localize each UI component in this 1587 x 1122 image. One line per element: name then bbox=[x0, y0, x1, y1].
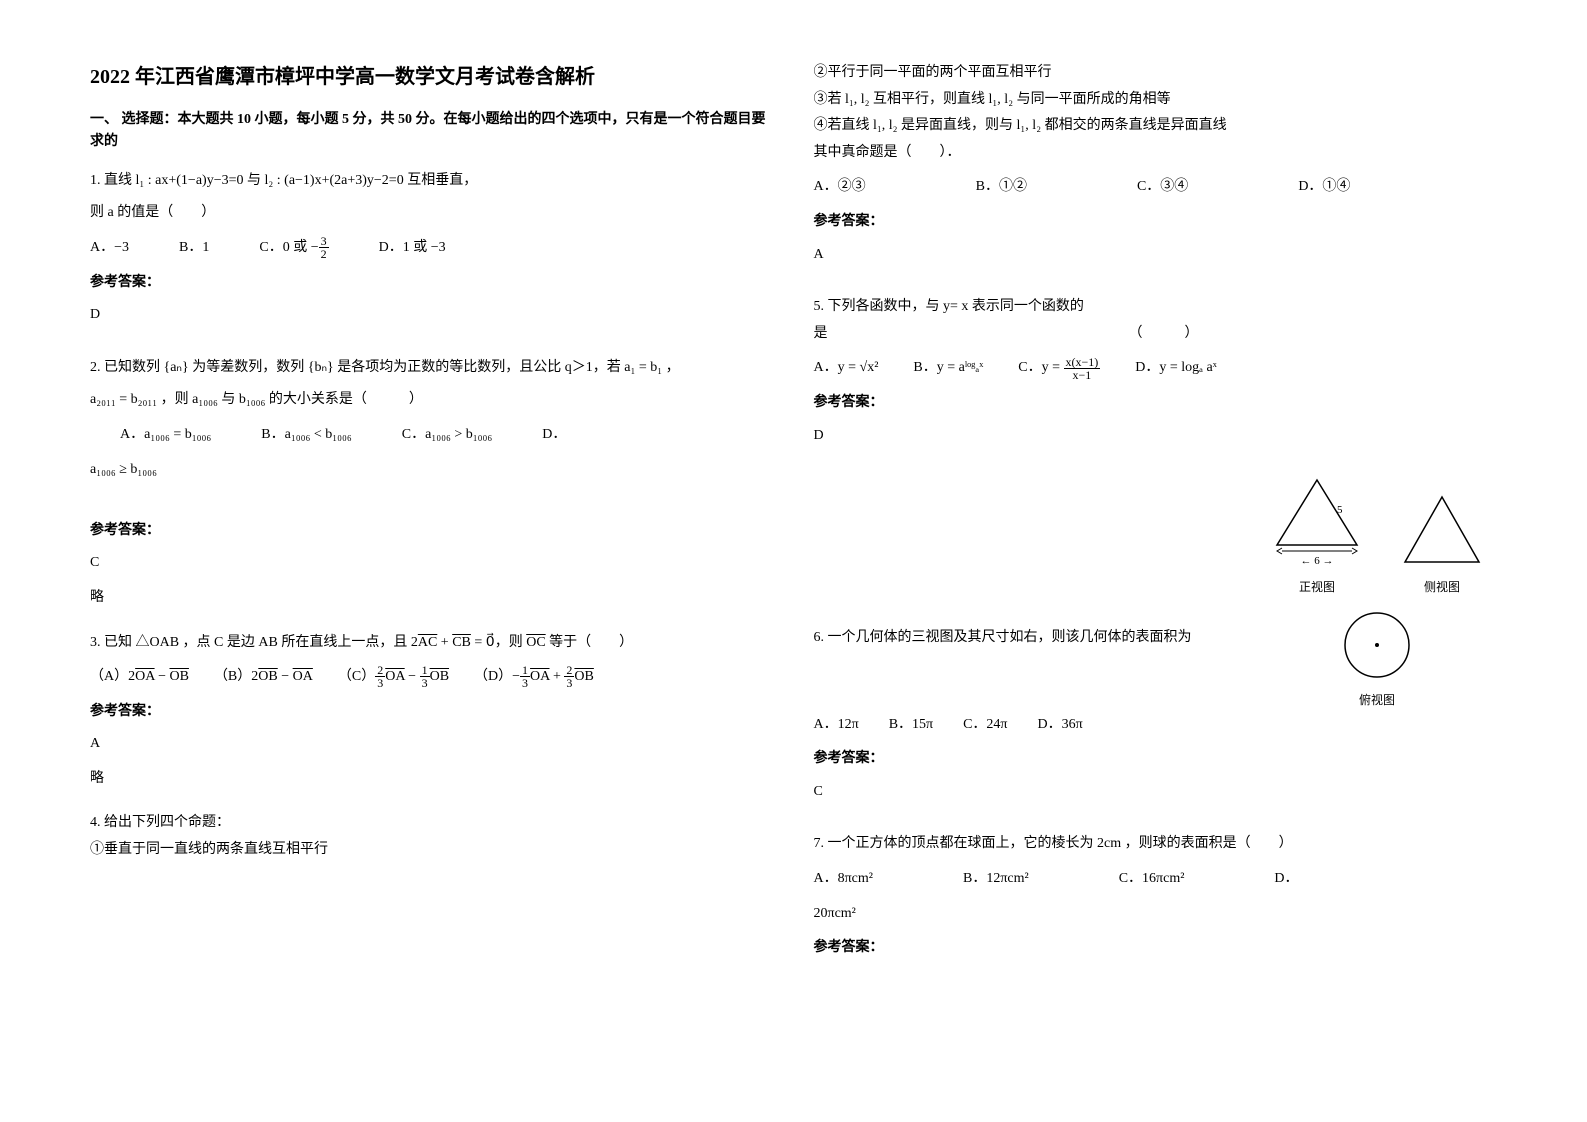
q5-opt-a: A．y = √x² bbox=[814, 355, 879, 382]
question-5: 5. 下列各函数中，与 y= x 表示同一个函数的 是 （ ） A．y = √x… bbox=[814, 294, 1498, 457]
q5-options: A．y = √x² B．y = aˡᵒᵍₐˣ C．y = x(x−1)x−1 D… bbox=[814, 355, 1498, 382]
q7-opt-c: C．16πcm² bbox=[1119, 866, 1185, 893]
q6-opt-b: B．15π bbox=[889, 712, 933, 739]
q1-answer-label: 参考答案： bbox=[90, 270, 774, 297]
q5-opt-c: C．y = x(x−1)x−1 bbox=[1018, 355, 1100, 382]
right-column: ②平行于同一平面的两个平面互相平行 ③若 l₁, l₂ 互相平行，则直线 l₁,… bbox=[814, 60, 1498, 986]
q2-opt-d: D． bbox=[542, 422, 566, 449]
q2-opt-b: B．a₁₀₀₆ < b₁₀₀₆ bbox=[261, 422, 352, 449]
side-view-label: 侧视图 bbox=[1397, 576, 1487, 599]
q4-p4: ④若直线 l₁, l₂ 是异面直线，则与 l₁, l₂ 都相交的两条直线是异面直… bbox=[814, 113, 1498, 140]
q1-opt-a: A．−3 bbox=[90, 235, 129, 262]
q4-opt-b: B．①② bbox=[976, 174, 1027, 201]
q5-opt-b: B．y = aˡᵒᵍₐˣ bbox=[913, 355, 983, 382]
side-view: 侧视图 bbox=[1397, 492, 1487, 599]
q3-options: （A）2OA − OB （B）2OB − OA （C）23OA − 13OB （… bbox=[90, 664, 774, 691]
q6-answer-label: 参考答案： bbox=[814, 746, 1498, 773]
q1-opt-c: C．0 或 −32 bbox=[259, 235, 328, 262]
q1-line1: 1. 直线 l₁ : ax+(1−a)y−3=0 与 l₂ : (a−1)x+(… bbox=[90, 168, 774, 195]
question-4-part1: 4. 给出下列四个命题： ①垂直于同一直线的两条直线互相平行 bbox=[90, 810, 774, 863]
question-1: 1. 直线 l₁ : ax+(1−a)y−3=0 与 l₂ : (a−1)x+(… bbox=[90, 168, 774, 337]
question-6: 5 ← 6 → 正视图 侧视图 bbox=[814, 475, 1498, 813]
q7-answer-label: 参考答案： bbox=[814, 935, 1498, 962]
q4-opt-c: C．③④ bbox=[1137, 174, 1188, 201]
q7-opt-d: D． bbox=[1274, 866, 1298, 893]
q7-opt-a: A．8πcm² bbox=[814, 866, 873, 893]
side-view-triangle-icon bbox=[1397, 492, 1487, 572]
q2-line1: 2. 已知数列 {aₙ} 为等差数列，数列 {bₙ} 是各项均为正数的等比数列，… bbox=[90, 355, 774, 382]
q2-answer: C bbox=[90, 550, 774, 577]
q3-opt-d: （D）−13OA + 23OB bbox=[474, 664, 594, 691]
q2-options: A．a₁₀₀₆ = b₁₀₀₆ B．a₁₀₀₆ < b₁₀₀₆ C．a₁₀₀₆ … bbox=[90, 422, 774, 449]
question-4-part2: ②平行于同一平面的两个平面互相平行 ③若 l₁, l₂ 互相平行，则直线 l₁,… bbox=[814, 60, 1498, 276]
q7-opt-b: B．12πcm² bbox=[963, 866, 1029, 893]
q4-opt-d: D．①④ bbox=[1298, 174, 1350, 201]
q3-text: 3. 已知 △OAB ，点 C 是边 AB 所在直线上一点，且 2AC + CB… bbox=[90, 630, 774, 657]
q7-extra: 20πcm² bbox=[814, 901, 1498, 928]
q3-opt-b: （B）2OB − OA bbox=[214, 664, 313, 691]
q5-answer-label: 参考答案： bbox=[814, 390, 1498, 417]
q5-opt-d: D．y = logₐ aˣ bbox=[1135, 355, 1216, 382]
q3-note: 略 bbox=[90, 766, 774, 793]
front-view-label: 正视图 bbox=[1267, 576, 1367, 599]
q3-opt-c: （C）23OA − 13OB bbox=[338, 664, 449, 691]
q5-line2: 是 （ ） bbox=[814, 321, 1498, 348]
q4-answer: A bbox=[814, 242, 1498, 269]
dim-5: 5 bbox=[1337, 504, 1343, 516]
top-view-circle-icon bbox=[1337, 605, 1417, 685]
q7-options: A．8πcm² B．12πcm² C．16πcm² D． bbox=[814, 866, 1498, 893]
q1-opt-d: D．1 或 −3 bbox=[379, 235, 446, 262]
question-3: 3. 已知 △OAB ，点 C 是边 AB 所在直线上一点，且 2AC + CB… bbox=[90, 630, 774, 793]
q7-text: 7. 一个正方体的顶点都在球面上，它的棱长为 2cm ，则球的表面积是（ ） bbox=[814, 831, 1498, 858]
q6-opt-c: C．24π bbox=[963, 712, 1007, 739]
q6-answer: C bbox=[814, 779, 1498, 806]
q3-opt-a: （A）2OA − OB bbox=[90, 664, 189, 691]
q1-options: A．−3 B．1 C．0 或 −32 D．1 或 −3 bbox=[90, 235, 774, 262]
q4-text: 4. 给出下列四个命题： bbox=[90, 810, 774, 837]
q4-p1: ①垂直于同一直线的两条直线互相平行 bbox=[90, 837, 774, 864]
q1-line2: 则 a 的值是（ ） bbox=[90, 200, 774, 227]
q4-ask: 其中真命题是（ ）． bbox=[814, 140, 1498, 167]
q4-options: A．②③ B．①② C．③④ D．①④ bbox=[814, 174, 1498, 201]
q4-p3: ③若 l₁, l₂ 互相平行，则直线 l₁, l₂ 与同一平面所成的角相等 bbox=[814, 87, 1498, 114]
q2-answer-label: 参考答案： bbox=[90, 518, 774, 545]
q2-extra: a₁₀₀₆ ≥ b₁₀₀₆ bbox=[90, 457, 774, 484]
exam-title: 2022 年江西省鹰潭市樟坪中学高一数学文月考试卷含解析 bbox=[90, 60, 774, 89]
left-column: 2022 年江西省鹰潭市樟坪中学高一数学文月考试卷含解析 一、 选择题：本大题共… bbox=[90, 60, 774, 986]
q1-opt-b: B．1 bbox=[179, 235, 209, 262]
q4-answer-label: 参考答案： bbox=[814, 209, 1498, 236]
q3-answer: A bbox=[90, 731, 774, 758]
top-view: 俯视图 bbox=[1337, 605, 1417, 712]
q6-options: A．12π B．15π C．24π D．36π bbox=[814, 712, 1498, 739]
top-view-label: 俯视图 bbox=[1337, 689, 1417, 712]
q1-answer: D bbox=[90, 302, 774, 329]
question-2: 2. 已知数列 {aₙ} 为等差数列，数列 {bₙ} 是各项均为正数的等比数列，… bbox=[90, 355, 774, 612]
three-view-diagram: 5 ← 6 → 正视图 侧视图 bbox=[1257, 475, 1497, 711]
q2-opt-c: C．a₁₀₀₆ > b₁₀₀₆ bbox=[402, 422, 493, 449]
q2-note: 略 bbox=[90, 585, 774, 612]
q5-answer: D bbox=[814, 423, 1498, 450]
q3-answer-label: 参考答案： bbox=[90, 699, 774, 726]
q2-opt-a: A．a₁₀₀₆ = b₁₀₀₆ bbox=[120, 422, 211, 449]
section-heading: 一、 选择题：本大题共 10 小题，每小题 5 分，共 50 分。在每小题给出的… bbox=[90, 109, 774, 154]
front-view-triangle-icon: 5 bbox=[1267, 475, 1367, 555]
q6-opt-d: D．36π bbox=[1038, 712, 1083, 739]
q6-opt-a: A．12π bbox=[814, 712, 859, 739]
q5-line1: 5. 下列各函数中，与 y= x 表示同一个函数的 bbox=[814, 294, 1498, 321]
front-view: 5 ← 6 → 正视图 bbox=[1267, 475, 1367, 599]
q4-p2: ②平行于同一平面的两个平面互相平行 bbox=[814, 60, 1498, 87]
q4-opt-a: A．②③ bbox=[814, 174, 866, 201]
q2-line2: a₂₀₁₁ = b₂₀₁₁ ，则 a₁₀₀₆ 与 b₁₀₀₆ 的大小关系是（ ） bbox=[90, 387, 774, 414]
question-7: 7. 一个正方体的顶点都在球面上，它的棱长为 2cm ，则球的表面积是（ ） A… bbox=[814, 831, 1498, 967]
